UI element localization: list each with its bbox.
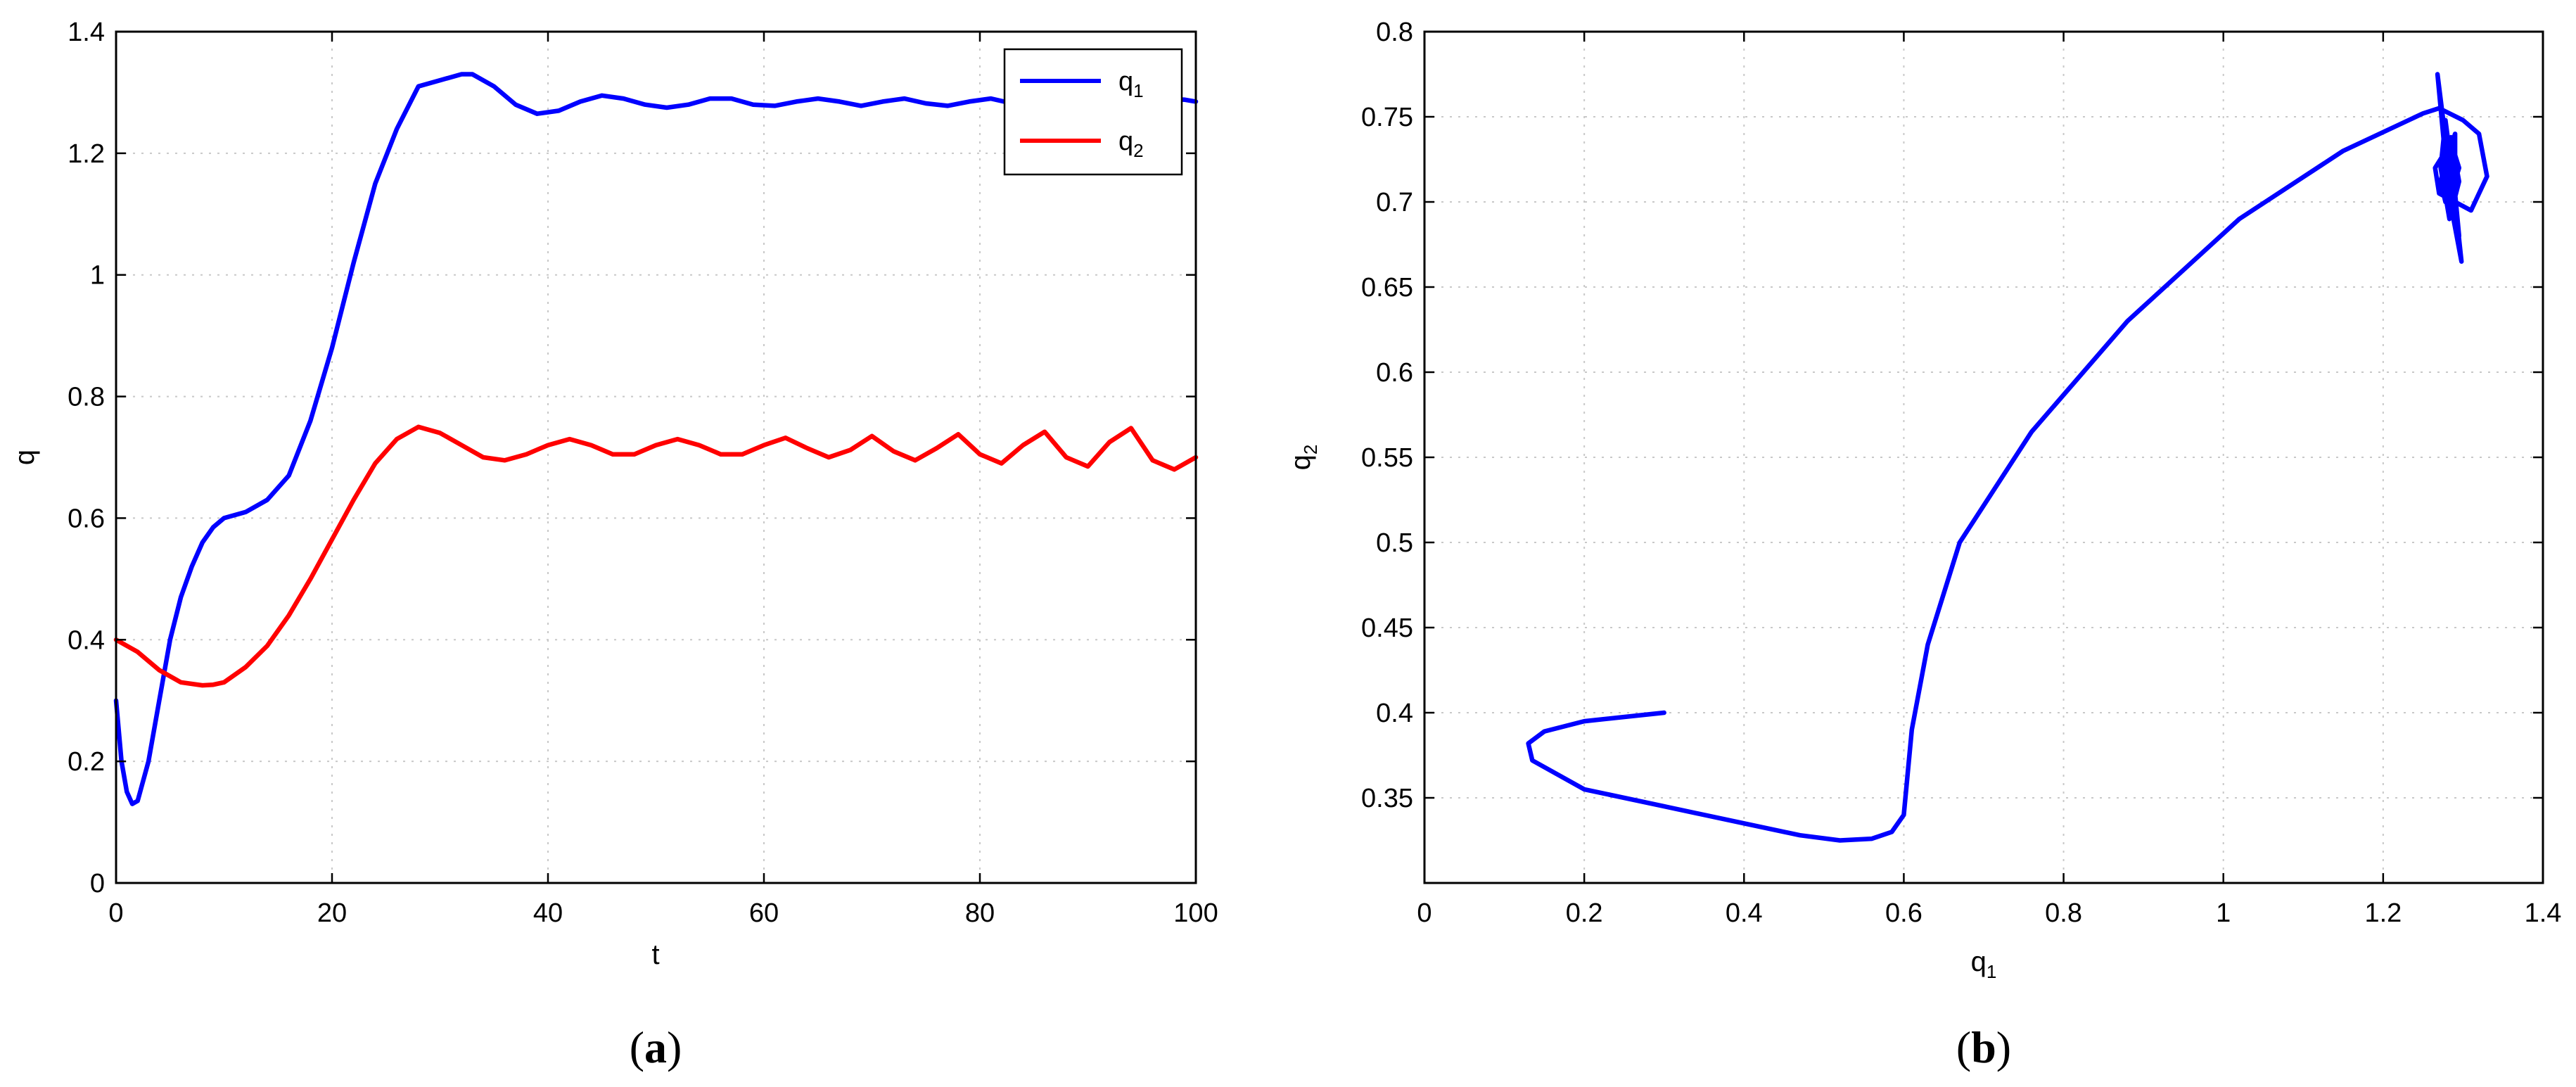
panel-a-ticks: 0 20 40 60 80 100 0 0.2 0.4 0.6 0.8 1 1.2 1.4: [68, 18, 1218, 928]
x-tick-label: 1: [2216, 898, 2231, 928]
legend-box: [1003, 48, 1183, 176]
panel-a-chart: 0 20 40 60 80 100 0 0.2 0.4 0.6 0.8 1 1.2 1.4 t q q1 …: [9, 18, 1218, 1072]
x-tick-label: 1.2: [2364, 898, 2402, 928]
panel-b-y-axis-label: q2: [1285, 445, 1321, 471]
x-tick-label: 1.4: [2525, 898, 2562, 928]
y-tick-label: 1: [90, 261, 105, 291]
panel-a-legend: q1 q2: [1003, 48, 1183, 176]
y-tick-label: 1.4: [68, 18, 105, 47]
y-tick-label: 1.2: [68, 139, 105, 169]
x-tick-label: 40: [533, 898, 563, 928]
panel-b-ticks: 0 0.2 0.4 0.6 0.8 1 1.2 1.4 0.35 0.4 0.45 0.5 0.55 0.…: [1361, 18, 2561, 928]
x-tick-label: 0.2: [1566, 898, 1603, 928]
y-tick-label: 0.6: [1376, 358, 1413, 388]
y-tick-label: 0.4: [1376, 699, 1413, 728]
panel-a-series: [113, 72, 1199, 806]
y-tick-label: 0.8: [68, 383, 105, 412]
x-tick-label: 0: [108, 898, 123, 928]
panel-b-grid: [1424, 32, 2543, 883]
legend-label-q1: q1: [1118, 67, 1144, 101]
y-tick-label: 0.45: [1361, 614, 1413, 643]
series-line-panel-b-trajectory: [1526, 72, 2489, 843]
y-tick-label: 0.6: [68, 504, 105, 533]
panel-b-caption: (b): [1956, 1022, 2011, 1072]
y-tick-label: 0.35: [1361, 784, 1413, 813]
panel-a-caption: (a): [630, 1022, 682, 1072]
legend-label-q2: q2: [1118, 127, 1144, 161]
y-tick-label: 0.5: [1376, 528, 1413, 558]
y-tick-label: 0: [90, 869, 105, 898]
panel-a-axes-frame: [115, 30, 1197, 884]
y-tick-label: 0.7: [1376, 188, 1413, 217]
panel-b-chart: 0 0.2 0.4 0.6 0.8 1 1.2 1.4 0.35 0.4 0.45 0.5 0.55 0.…: [1285, 18, 2561, 1072]
x-tick-label: 20: [317, 898, 347, 928]
panel-b-x-axis-label: q1: [1971, 946, 1997, 982]
x-tick-label: 0.8: [2045, 898, 2082, 928]
x-tick-label: 0.6: [1885, 898, 1923, 928]
series-line-q1: [113, 72, 1199, 806]
x-tick-label: 0: [1417, 898, 1432, 928]
series-line-q2: [113, 424, 1199, 688]
y-tick-label: 0.55: [1361, 443, 1413, 473]
panel-a-grid: [116, 32, 1196, 883]
x-tick-label: 100: [1173, 898, 1218, 928]
x-tick-label: 80: [965, 898, 995, 928]
x-tick-label: 60: [749, 898, 779, 928]
panel-b-series: [1526, 72, 2489, 843]
y-tick-label: 0.65: [1361, 273, 1413, 303]
y-tick-label: 0.2: [68, 747, 105, 777]
y-tick-label: 0.4: [68, 625, 105, 655]
panel-a-y-axis-label: q: [9, 450, 40, 465]
panel-a-x-axis-label: t: [651, 939, 659, 970]
y-tick-label: 0.75: [1361, 103, 1413, 132]
y-tick-label: 0.8: [1376, 18, 1413, 47]
x-tick-label: 0.4: [1726, 898, 1763, 928]
